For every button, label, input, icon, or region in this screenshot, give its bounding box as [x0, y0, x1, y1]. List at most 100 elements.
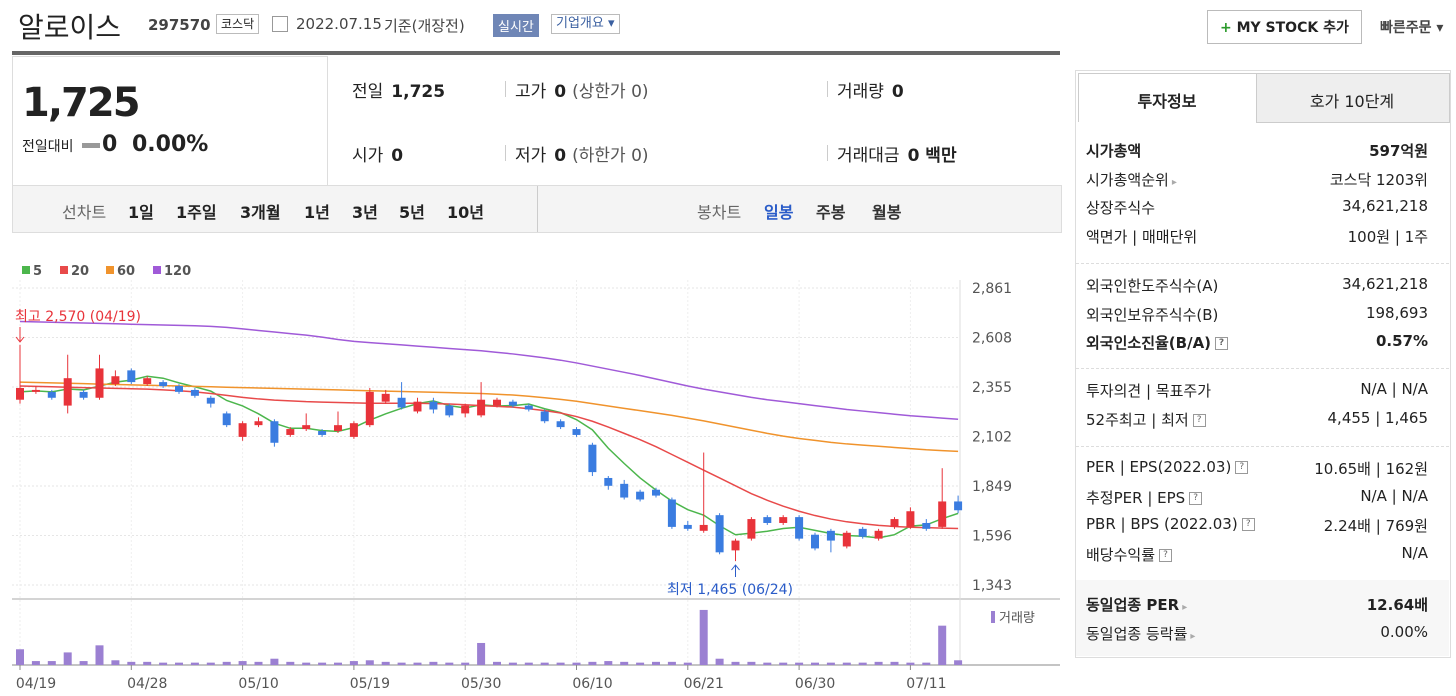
info-label-wrap: 외국인한도주식수(A) [1086, 275, 1218, 296]
candle-body [143, 378, 152, 385]
info-value: 0.00% [1380, 622, 1428, 641]
quick-order[interactable]: 빠른주문 ▾ [1380, 20, 1444, 36]
volume-bar [349, 661, 358, 665]
mystock-button[interactable]: + MY STOCK 추가 [1207, 10, 1362, 44]
period-tab[interactable]: 3개월 [240, 203, 281, 222]
separator [827, 81, 828, 97]
y-tick-label: 2,355 [972, 380, 1012, 396]
info-label: 투자의견 | 목표주가 [1086, 382, 1211, 400]
volume-legend-swatch [991, 611, 995, 623]
period-tab[interactable]: 5년 [399, 203, 425, 222]
candle-tab[interactable]: 주봉 [816, 203, 846, 222]
info-row: 외국인보유주식수(B) 198,693 [1086, 304, 1428, 325]
volume-bar [175, 662, 183, 665]
y-tick-label: 1,596 [972, 529, 1012, 545]
period-tab[interactable]: 1일 [128, 203, 154, 222]
candle-body [604, 477, 613, 486]
candle-body [159, 382, 168, 387]
quote-value: 0 [554, 82, 567, 102]
volume-bar [540, 662, 549, 665]
volume-bar [493, 661, 501, 665]
info-label-wrap: PER | EPS(2022.03)? [1086, 458, 1249, 479]
realtime-badge[interactable]: 실시간 [493, 14, 539, 37]
change-pct: 0.00% [132, 132, 209, 157]
volume-bar [477, 642, 486, 665]
info-value: 597억원 [1369, 142, 1428, 160]
candle-body [795, 517, 804, 539]
candle-body [620, 483, 629, 498]
help-icon[interactable]: ? [1215, 337, 1229, 351]
info-panel [1075, 70, 1451, 658]
info-value: 198,693 [1365, 303, 1428, 322]
price-chart: 1,343 1,596 1,849 2,102 2,355 2,608 2,861 04/19… [12, 264, 1060, 692]
x-tick-label: 05/19 [350, 676, 390, 692]
volume-bar [524, 662, 533, 665]
volume-bar [683, 662, 692, 665]
candle-tab[interactable]: 월봉 [872, 203, 902, 222]
x-tick-label: 06/30 [795, 676, 835, 692]
candle-body [95, 368, 104, 398]
company-dropdown[interactable]: 기업개요 ▾ [551, 14, 620, 34]
candle-body [715, 515, 724, 553]
candle-body [429, 401, 438, 410]
candle-body [699, 524, 708, 531]
info-label: 시가총액 [1086, 142, 1142, 160]
info-label-wrap: 52주최고 | 최저? [1086, 409, 1206, 430]
info-row: PBR | BPS (2022.03)? 2.24배 | 769원 [1086, 515, 1428, 536]
change-label: 전일대비 [22, 139, 74, 155]
quote-item: 저가 0 (하한가 0) [515, 141, 649, 166]
mystock-label: MY STOCK 추가 [1236, 20, 1349, 36]
volume-bar [159, 662, 168, 665]
date: 2022.07.15 [296, 15, 382, 33]
period-tab[interactable]: 1년 [304, 203, 330, 222]
info-label-wrap: 액면가 | 매매단위 [1086, 226, 1197, 247]
period-tab[interactable]: 1주일 [176, 203, 217, 222]
candle-body [811, 534, 819, 549]
info-label-wrap: 외국인소진율(B/A)? [1086, 332, 1229, 353]
volume-bar [715, 658, 724, 665]
candle-body [842, 532, 851, 547]
candle-body [238, 423, 247, 437]
info-tab[interactable]: 호가 10단계 [1309, 92, 1395, 111]
group-divider [1076, 368, 1449, 369]
x-tick-label: 06/10 [572, 676, 612, 692]
volume-bar [429, 661, 438, 665]
high-arrow [15, 327, 25, 343]
info-row: 외국인소진율(B/A)? 0.57% [1086, 332, 1428, 353]
info-label: 동일업종 PER [1086, 596, 1180, 614]
candle-body [477, 399, 486, 416]
info-tab[interactable]: 투자정보 [1137, 92, 1197, 111]
help-icon[interactable]: ? [1159, 549, 1173, 563]
legend-swatch [153, 266, 161, 274]
volume-bar [731, 661, 740, 665]
volume-bar [620, 661, 629, 665]
info-label: PER | EPS(2022.03) [1086, 458, 1232, 476]
candle-body [175, 386, 183, 392]
current-price: 1,725 [22, 80, 141, 126]
volume-bar [63, 652, 72, 665]
candle-body [206, 397, 215, 404]
calendar-icon [272, 16, 288, 32]
volume-bar [190, 662, 199, 665]
help-icon[interactable]: ? [1189, 491, 1203, 505]
period-tab[interactable]: 3년 [352, 203, 378, 222]
volume-bar [572, 662, 581, 665]
help-icon[interactable]: ? [1192, 413, 1206, 427]
info-row: 액면가 | 매매단위 100원 | 1주 [1086, 226, 1428, 247]
y-tick-label: 2,861 [972, 281, 1012, 297]
candle-body [922, 522, 931, 529]
quote-note: (상한가 0) [572, 82, 649, 102]
candle-tab[interactable]: 일봉 [764, 203, 794, 222]
x-tick-label: 04/19 [16, 676, 56, 692]
quote-value: 0 [891, 82, 904, 102]
period-tab[interactable]: 10년 [447, 203, 484, 222]
info-label-wrap: PBR | BPS (2022.03)? [1086, 515, 1255, 536]
candle-body [731, 540, 740, 551]
help-icon[interactable]: ? [1241, 518, 1255, 532]
volume-bar [826, 662, 835, 665]
candle-body [79, 391, 88, 398]
help-icon[interactable]: ? [1235, 461, 1249, 474]
candle-chart-label: 봉차트 [697, 203, 742, 222]
arrow-icon: ▸ [1171, 176, 1177, 188]
